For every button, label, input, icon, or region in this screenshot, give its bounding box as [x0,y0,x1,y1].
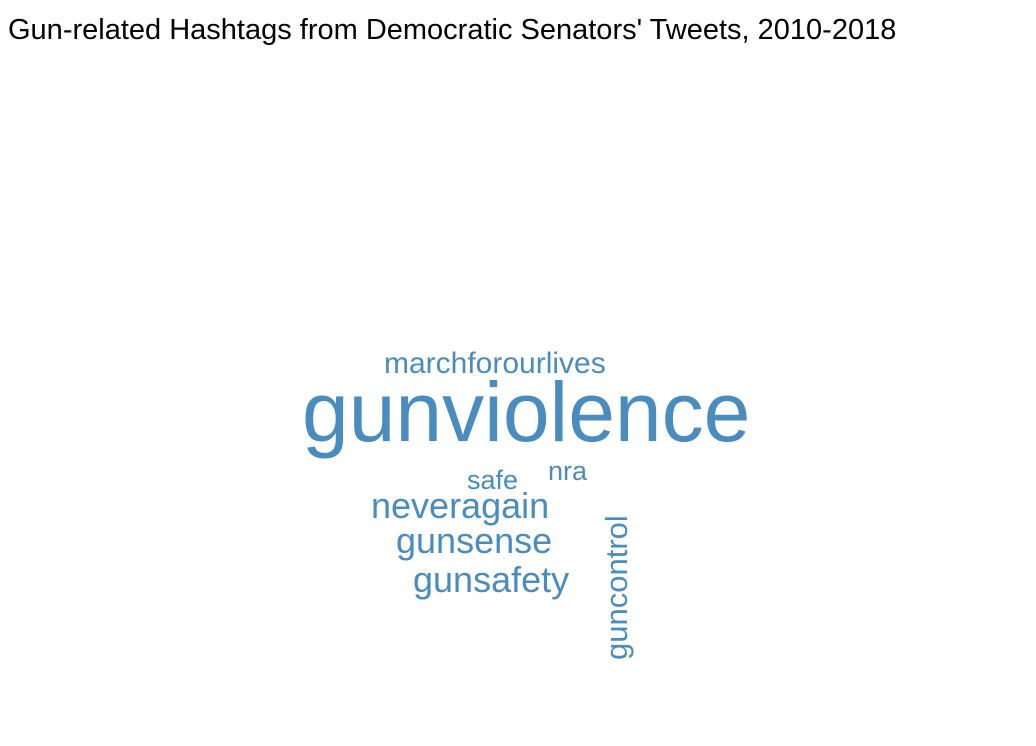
word-gunsense: gunsense [396,520,552,561]
word-neveragain: neveragain [371,485,549,526]
word-gunviolence: gunviolence [302,365,750,459]
word-marchforourlives: marchforourlives [384,347,606,380]
word-gunsafety: gunsafety [413,559,569,600]
word-safe: safe [467,465,518,495]
chart-title: Gun-related Hashtags from Democratic Sen… [8,14,897,46]
word-nra: nra [548,456,588,486]
word-guncontrol: guncontrol [599,515,634,660]
